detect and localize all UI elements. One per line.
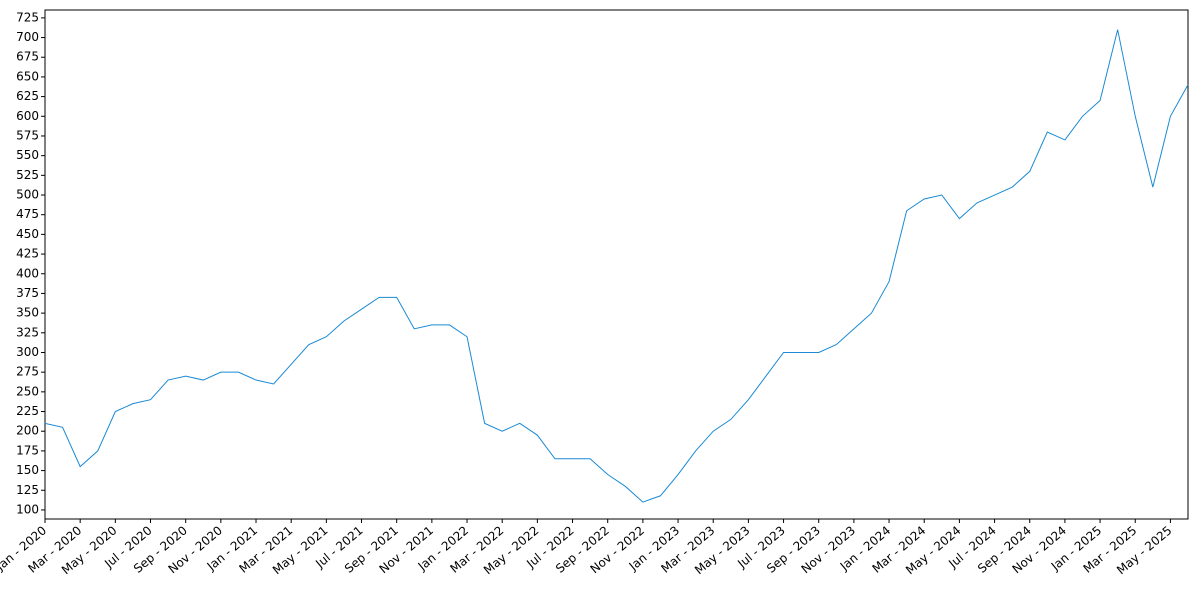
y-tick-label: 350	[16, 306, 39, 320]
y-tick-label: 650	[16, 69, 39, 83]
y-tick-label: 575	[16, 128, 39, 142]
y-tick-label: 200	[16, 424, 39, 438]
price-line	[44, 29, 1189, 503]
y-tick-label: 150	[16, 463, 39, 477]
y-tick-label: 250	[16, 384, 39, 398]
y-tick-label: 300	[16, 345, 39, 359]
y-tick-label: 125	[16, 483, 39, 497]
y-tick-label: 400	[16, 266, 39, 280]
y-tick-label: 100	[16, 502, 39, 516]
y-tick-label: 175	[16, 443, 39, 457]
y-tick-label: 475	[16, 207, 39, 221]
y-tick-label: 325	[16, 325, 39, 339]
y-tick-label: 425	[16, 247, 39, 261]
y-tick-label: 225	[16, 404, 39, 418]
y-tick-label: 450	[16, 227, 39, 241]
y-tick-label: 375	[16, 286, 39, 300]
y-tick-label: 525	[16, 168, 39, 182]
y-tick-label: 600	[16, 109, 39, 123]
y-tick-label: 500	[16, 188, 39, 202]
y-tick-label: 700	[16, 30, 39, 44]
y-tick-label: 550	[16, 148, 39, 162]
y-tick-label: 725	[16, 10, 39, 24]
y-tick-label: 275	[16, 365, 39, 379]
y-tick-label: 675	[16, 50, 39, 64]
y-tick-label: 625	[16, 89, 39, 103]
plot-frame	[44, 9, 1189, 520]
